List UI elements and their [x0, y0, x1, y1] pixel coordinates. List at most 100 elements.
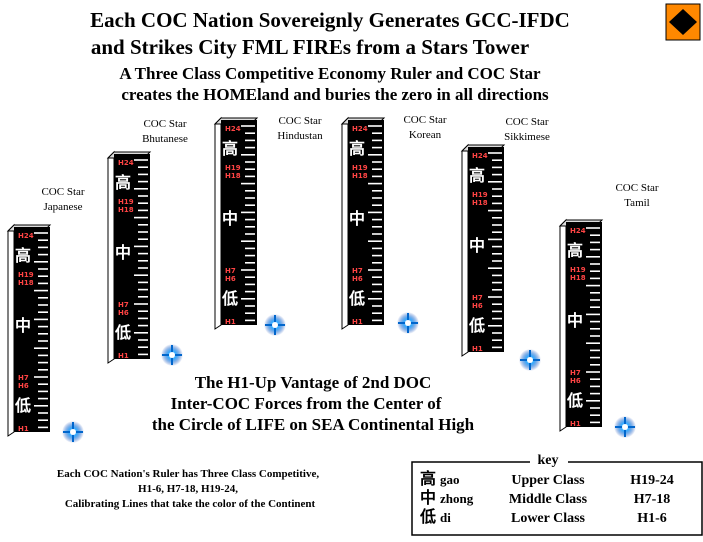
level-label: H18	[352, 172, 368, 180]
star-core	[169, 352, 175, 358]
level-label: H19	[18, 271, 34, 279]
tower-label: COC Star	[615, 182, 658, 194]
tower-label: COC Star	[505, 116, 548, 128]
subtitle-line: creates the HOMEland and buries the zero…	[121, 85, 549, 104]
level-label: H24	[118, 159, 134, 167]
class-char: 低	[348, 289, 365, 308]
note-line: Each COC Nation's Ruler has Three Class …	[57, 468, 319, 480]
key-cell: H19-24	[630, 473, 674, 488]
level-label: H6	[225, 275, 236, 283]
class-char: 中	[567, 311, 583, 330]
class-char: 中	[15, 316, 31, 335]
level-label: H6	[352, 275, 363, 283]
tower-side	[461, 143, 469, 357]
class-char: 高	[15, 246, 31, 265]
note-line: Calibrating Lines that take the color of…	[65, 498, 316, 510]
level-label: H1	[225, 318, 236, 326]
tower-side	[559, 218, 567, 432]
class-char: 高	[222, 139, 238, 158]
level-label: H18	[472, 199, 488, 207]
level-label: H6	[18, 382, 29, 390]
class-char: 低	[114, 323, 131, 342]
class-char: 低	[566, 391, 583, 410]
level-label: H24	[352, 125, 368, 133]
center-text: The H1-Up Vantage of 2nd DOC	[195, 373, 432, 392]
star-core	[622, 424, 628, 430]
level-label: H7	[18, 374, 29, 382]
class-char: 高	[115, 173, 131, 192]
level-label: H18	[225, 172, 241, 180]
key-cell: di	[440, 510, 451, 525]
level-label: H19	[570, 266, 586, 274]
level-label: H7	[118, 301, 129, 309]
tower-label: Bhutanese	[142, 133, 188, 145]
star-icon	[62, 421, 84, 443]
subtitle-line: A Three Class Competitive Economy Ruler …	[119, 64, 541, 83]
class-char: 高	[567, 241, 583, 260]
class-char: 低	[221, 289, 238, 308]
tower-side	[107, 150, 115, 364]
tower-label: COC Star	[278, 115, 321, 127]
key-cell: gao	[440, 472, 460, 487]
tower-label: Sikkimese	[504, 131, 550, 143]
class-char: 中	[115, 243, 131, 262]
key-title: key	[538, 453, 559, 468]
tower-label: COC Star	[41, 186, 84, 198]
level-label: H1	[118, 352, 129, 360]
tower-side	[341, 116, 349, 330]
key-cell: H7-18	[634, 492, 671, 507]
star-icon	[397, 312, 419, 334]
class-char: 中	[349, 209, 365, 228]
class-char: 中	[469, 236, 485, 255]
star-icon	[614, 416, 636, 438]
star-icon	[161, 344, 183, 366]
level-label: H7	[352, 267, 363, 275]
level-label: H24	[225, 125, 241, 133]
level-label: H18	[118, 206, 134, 214]
level-label: H1	[472, 345, 483, 353]
level-label: H7	[225, 267, 236, 275]
tower-label: COC Star	[403, 114, 446, 126]
key-cell: 低	[419, 507, 436, 526]
title-line: and Strikes City FML FIREs from a Stars …	[91, 35, 529, 59]
class-char: 低	[14, 396, 31, 415]
note-line: H1-6, H7-18, H19-24,	[138, 483, 238, 495]
class-char: 高	[349, 139, 365, 158]
tower-side	[214, 116, 222, 330]
level-label: H24	[18, 232, 34, 240]
tower-label: Tamil	[624, 197, 650, 209]
level-label: H18	[18, 279, 34, 287]
logo	[665, 3, 701, 41]
center-text: Inter-COC Forces from the Center of	[171, 394, 442, 413]
tower-label: Hindustan	[277, 130, 323, 142]
tower-label: COC Star	[143, 118, 186, 130]
key-title-bg	[530, 452, 568, 466]
level-label: H19	[118, 198, 134, 206]
level-label: H19	[352, 164, 368, 172]
star-icon	[264, 314, 286, 336]
star-icon	[519, 349, 541, 371]
key-cell: Lower Class	[511, 511, 586, 526]
key-box	[411, 461, 703, 536]
level-label: H24	[570, 227, 586, 235]
class-char: 低	[468, 316, 485, 335]
title-line: Each COC Nation Sovereignly Generates GC…	[90, 8, 570, 32]
center-text: the Circle of LIFE on SEA Continental Hi…	[152, 415, 475, 434]
key-cell: Upper Class	[511, 473, 585, 488]
level-label: H7	[570, 369, 581, 377]
class-char: 高	[469, 166, 485, 185]
level-label: H24	[472, 152, 488, 160]
level-label: H1	[352, 318, 363, 326]
level-label: H1	[570, 420, 581, 428]
key-cell: H1-6	[637, 511, 667, 526]
level-label: H1	[18, 425, 29, 433]
key-cell: 高	[420, 469, 436, 488]
tower-label: Japanese	[43, 201, 82, 213]
key-cell: 中	[420, 488, 436, 507]
